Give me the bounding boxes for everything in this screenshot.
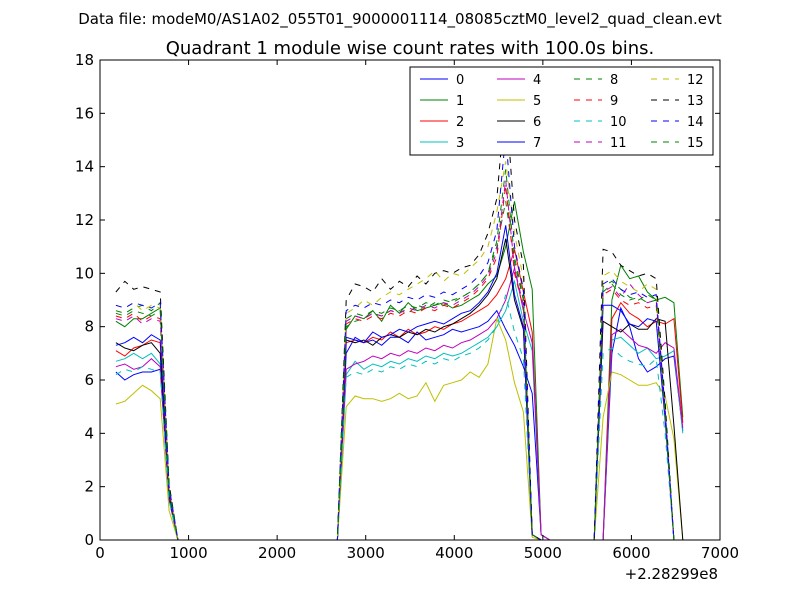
plot-lines <box>115 97 684 540</box>
legend-label-13: 13 <box>687 94 704 109</box>
legend-box <box>409 66 714 156</box>
y-tick-label: 2 <box>84 478 94 496</box>
legend-label-8: 8 <box>610 73 618 88</box>
y-tick-label: 0 <box>84 531 94 549</box>
series-line-12 <box>115 161 683 540</box>
legend-label-12: 12 <box>687 73 704 88</box>
y-tick-label: 6 <box>84 371 94 389</box>
series-line-8 <box>115 201 683 540</box>
legend-label-15: 15 <box>687 136 704 151</box>
series-line-3 <box>115 279 684 540</box>
figure-suptitle: Data file: modeM0/AS1A02_055T01_90000011… <box>78 10 722 29</box>
y-tick-label: 4 <box>84 424 94 442</box>
x-tick-label: 6000 <box>612 544 650 562</box>
x-tick-label: 2000 <box>258 544 296 562</box>
y-tick-label: 14 <box>75 158 94 176</box>
legend-label-11: 11 <box>610 136 627 151</box>
x-tick-label: 5000 <box>524 544 562 562</box>
series-line-7 <box>115 225 683 540</box>
y-tick-label: 8 <box>84 318 94 336</box>
x-tick-label: 1000 <box>169 544 207 562</box>
legend-label-0: 0 <box>456 73 464 88</box>
y-tick-label: 12 <box>75 211 94 229</box>
y-tick-label: 10 <box>75 264 94 282</box>
series-line-6 <box>115 238 684 540</box>
legend-label-10: 10 <box>610 115 627 130</box>
legend-label-2: 2 <box>456 115 464 130</box>
legend-label-7: 7 <box>533 136 541 151</box>
legend-label-3: 3 <box>456 136 464 151</box>
x-tick-label: 7000 <box>701 544 739 562</box>
legend-label-1: 1 <box>456 94 464 109</box>
x-tick-label: 0 <box>95 544 105 562</box>
series-line-13 <box>115 97 683 540</box>
legend-label-5: 5 <box>533 94 541 109</box>
x-tick-label: 3000 <box>347 544 385 562</box>
axis-ticks: 0 1000 2000 3000 4000 5000 6000 700002468101214… <box>75 51 739 562</box>
y-tick-label: 18 <box>75 51 94 69</box>
series-line-5 <box>115 316 684 540</box>
series-line-1 <box>115 201 684 540</box>
series-line-14 <box>115 134 683 540</box>
axes-frame <box>99 59 721 541</box>
legend-label-4: 4 <box>533 73 541 88</box>
y-tick-label: 16 <box>75 104 94 122</box>
legend-label-14: 14 <box>687 115 704 130</box>
chart-title: Quadrant 1 module wise count rates with … <box>166 38 655 59</box>
x-offset-label: +2.28299e8 <box>625 565 718 583</box>
series-line-4 <box>115 267 684 540</box>
legend-label-9: 9 <box>610 94 618 109</box>
x-tick-label: 4000 <box>435 544 473 562</box>
legend-label-6: 6 <box>533 115 541 130</box>
